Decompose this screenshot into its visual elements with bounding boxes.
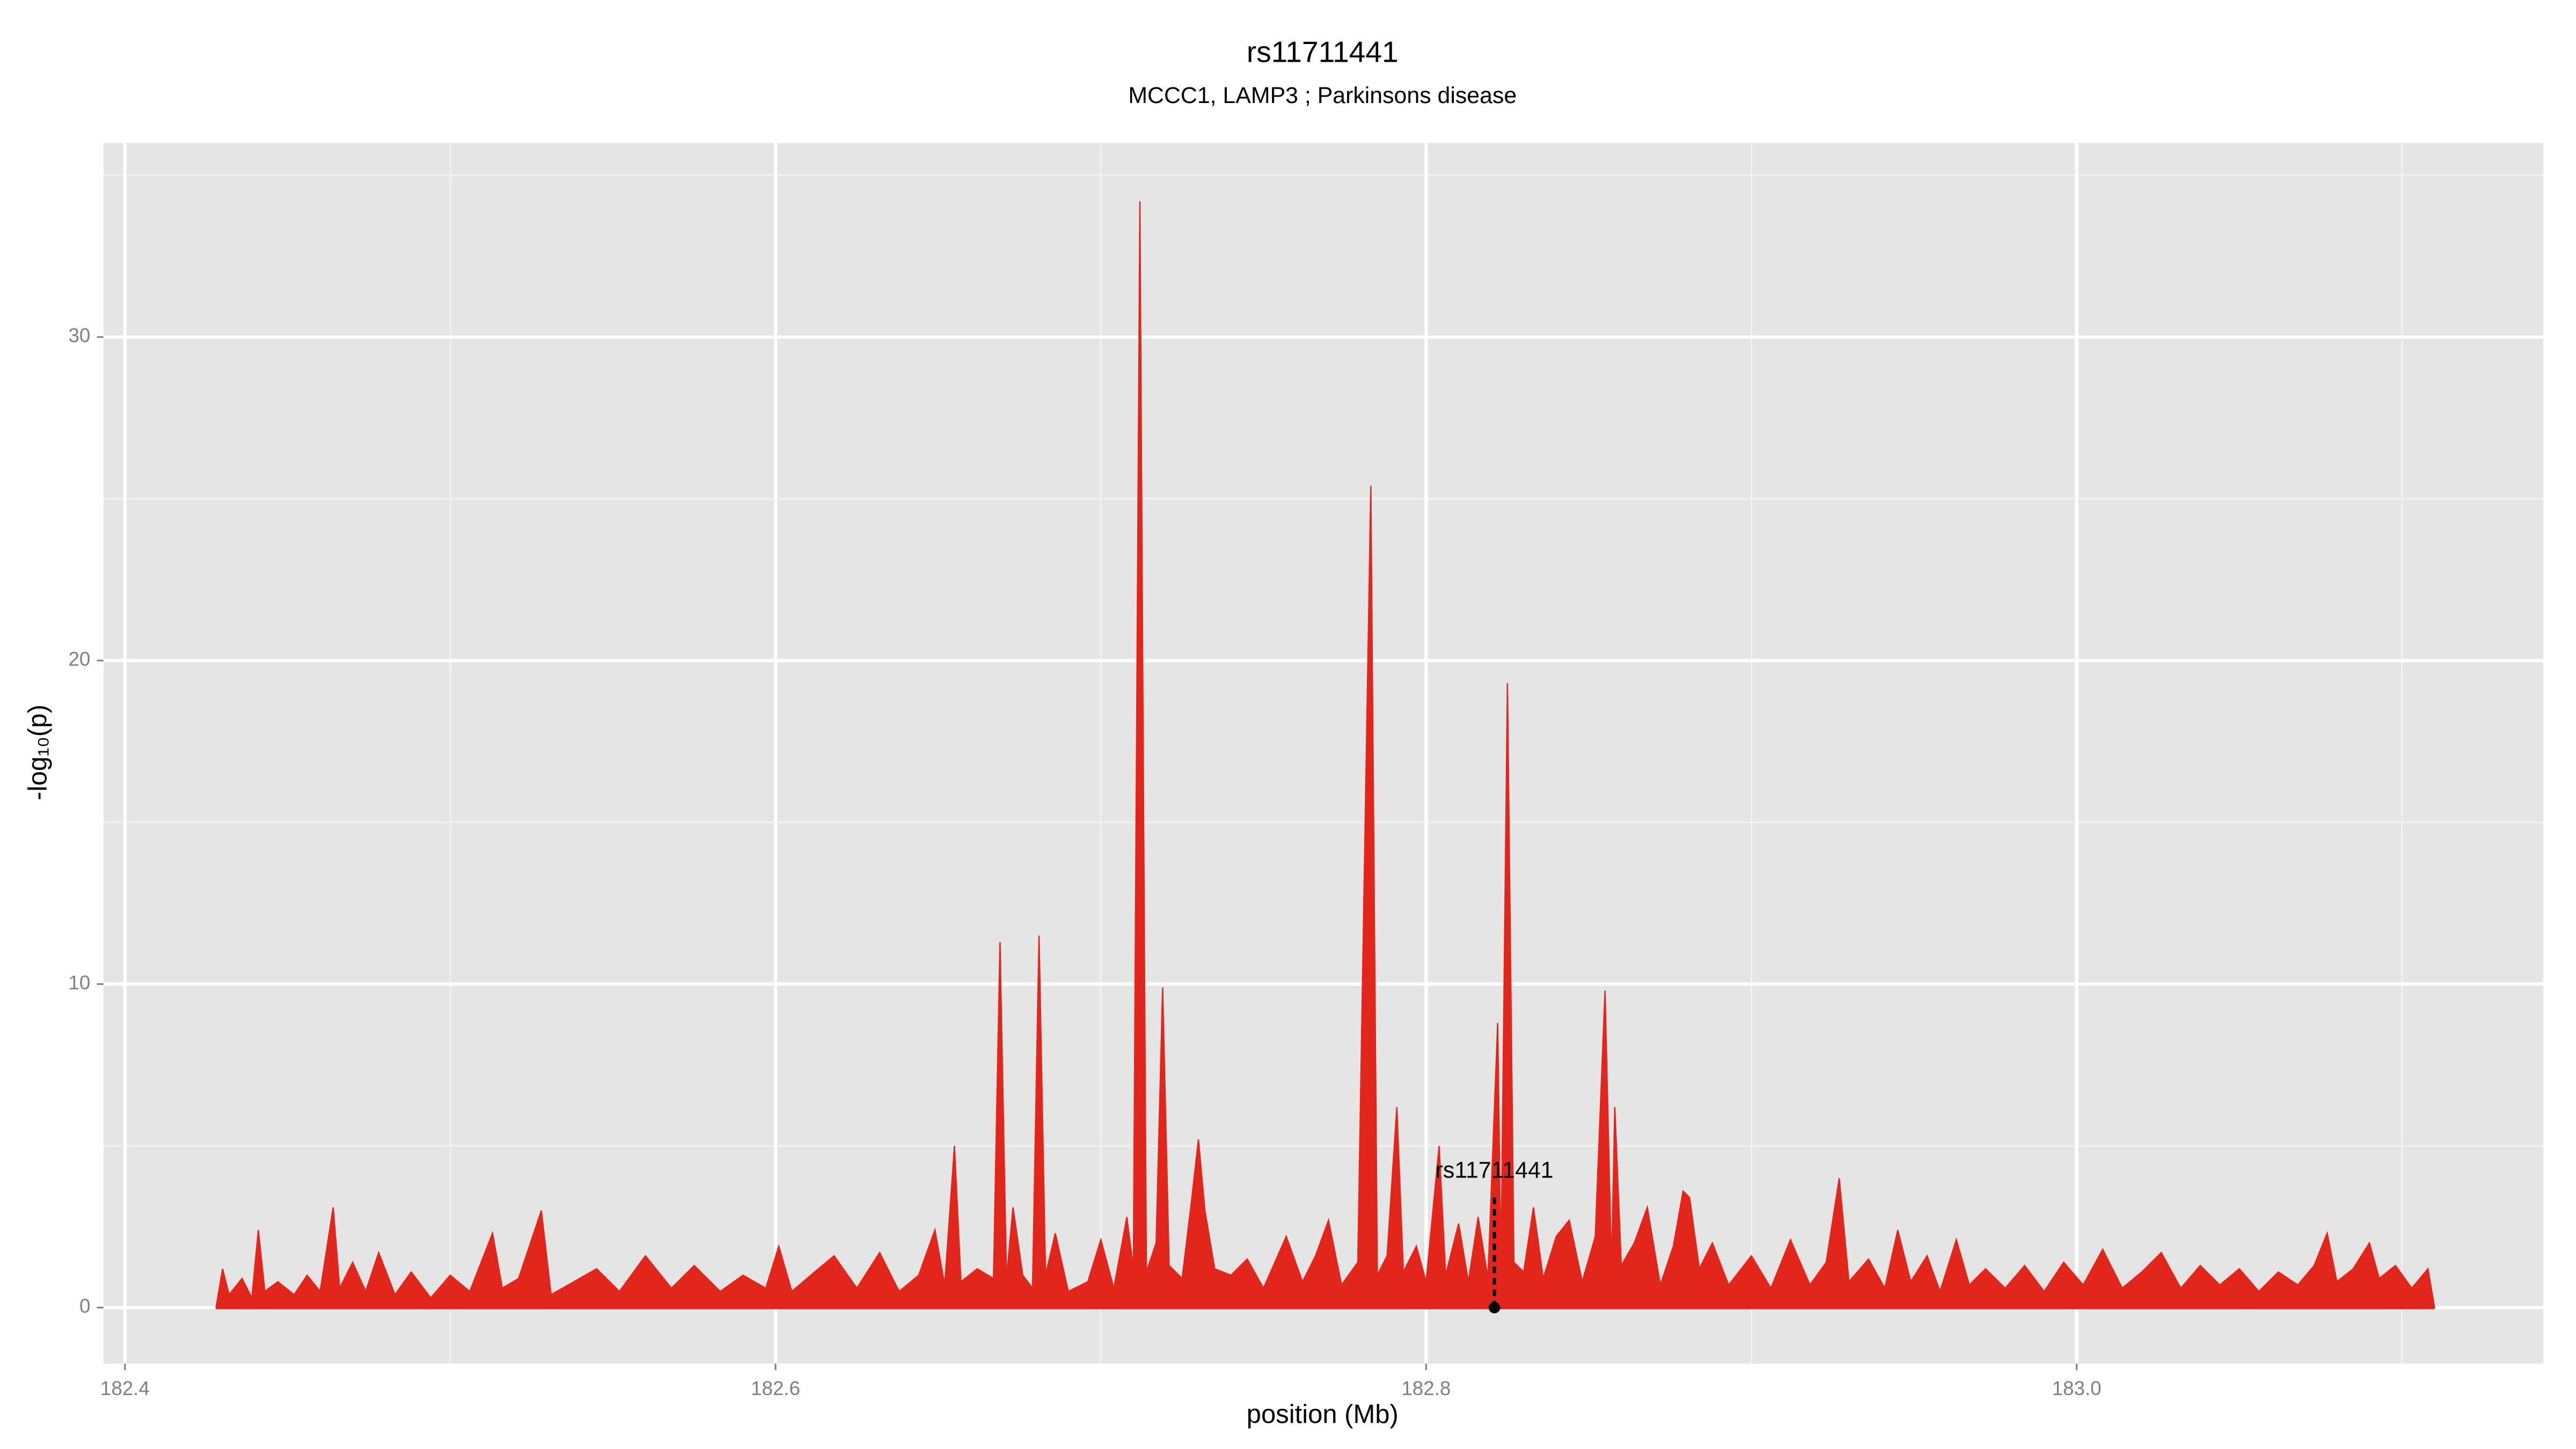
y-tick-label: 30 [69,325,91,347]
chart-subtitle: MCCC1, LAMP3 ; Parkinsons disease [1128,83,1517,108]
x-tick-label: 182.4 [100,1377,150,1399]
chart-title: rs11711441 [1247,35,1399,69]
x-axis-label: position (Mb) [1247,1400,1399,1429]
x-tick-label: 182.8 [1401,1377,1451,1399]
y-tick-label: 0 [79,1295,90,1317]
area [215,201,2435,1308]
x-tick-label: 183.0 [2052,1377,2102,1399]
y-tick-label: 10 [69,971,91,993]
y-axis-label: -log₁₀(p) [23,705,52,800]
annotation-label: rs11711441 [1436,1158,1554,1183]
plot-background [103,143,2543,1364]
annotation-point [1488,1301,1501,1314]
x-tick-label: 182.6 [751,1377,800,1399]
y-tick-label: 20 [69,648,91,670]
